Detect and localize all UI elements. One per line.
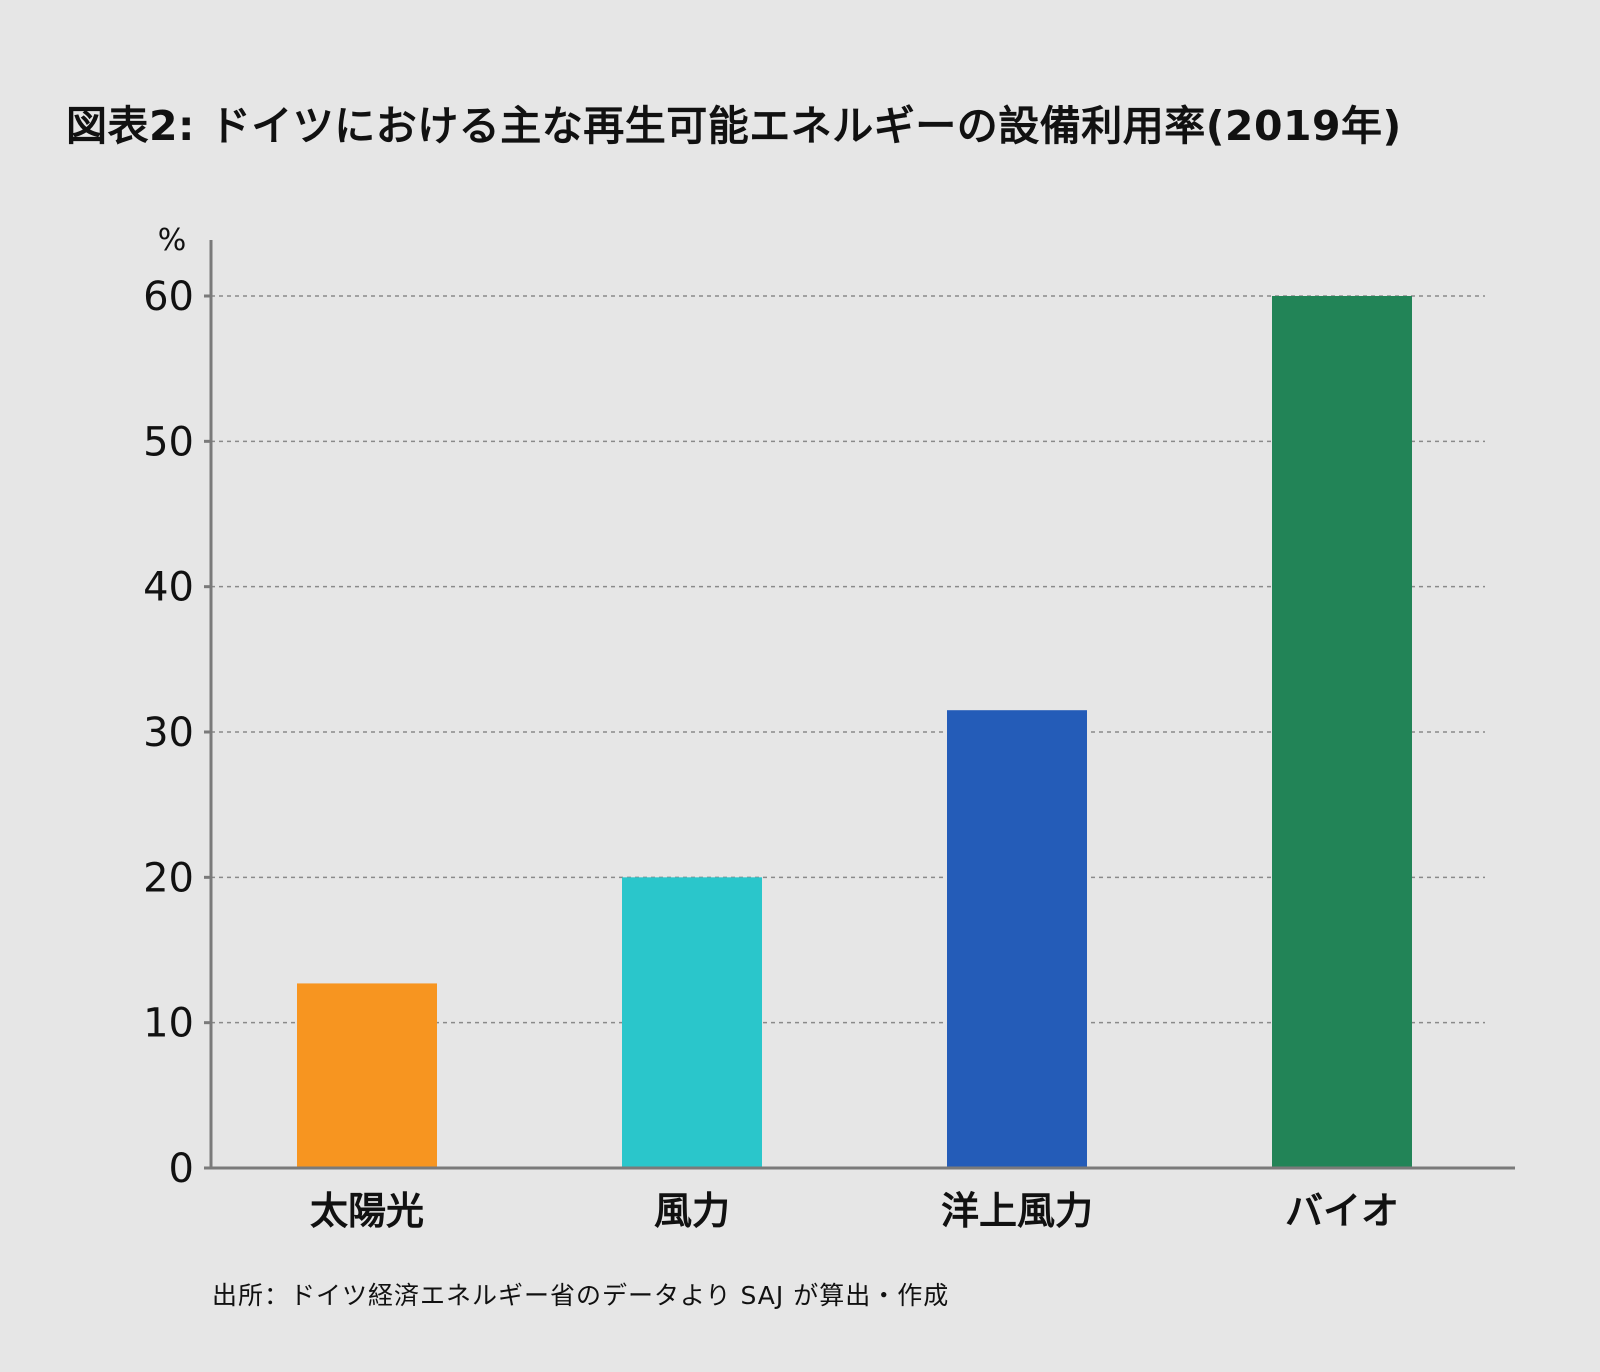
axes xyxy=(204,240,1515,1170)
y-tick-label-0: 0 xyxy=(169,1146,194,1192)
bar-4 xyxy=(1272,296,1412,1168)
x-category-label-1: 太陽光 xyxy=(310,1189,424,1233)
bar-3 xyxy=(947,710,1087,1168)
x-category-labels: 太陽光 風力 洋上風力 バイオ xyxy=(310,1189,1399,1233)
chart-title: 図表2: ドイツにおける主な再生可能エネルギーの設備利用率(2019年) xyxy=(66,102,1402,150)
y-tick-label-50: 50 xyxy=(143,419,194,465)
y-tick-label-10: 10 xyxy=(143,1001,194,1047)
y-tick-label-60: 60 xyxy=(143,274,194,320)
y-tick-label-20: 20 xyxy=(143,855,194,901)
bar-1 xyxy=(297,983,437,1168)
bars xyxy=(297,296,1412,1168)
source-note: 出所：ドイツ経済エネルギー省のデータより SAJ が算出・作成 xyxy=(212,1281,950,1310)
y-tick-label-40: 40 xyxy=(143,565,194,611)
y-tick-label-30: 30 xyxy=(143,710,194,756)
y-axis-unit-label: % xyxy=(158,223,187,258)
y-tick-labels: 0 10 20 30 40 50 60 xyxy=(143,274,194,1192)
x-category-label-2: 風力 xyxy=(654,1189,730,1233)
bar-2 xyxy=(622,877,762,1168)
x-category-label-4: バイオ xyxy=(1285,1189,1399,1233)
x-category-label-3: 洋上風力 xyxy=(941,1189,1093,1233)
